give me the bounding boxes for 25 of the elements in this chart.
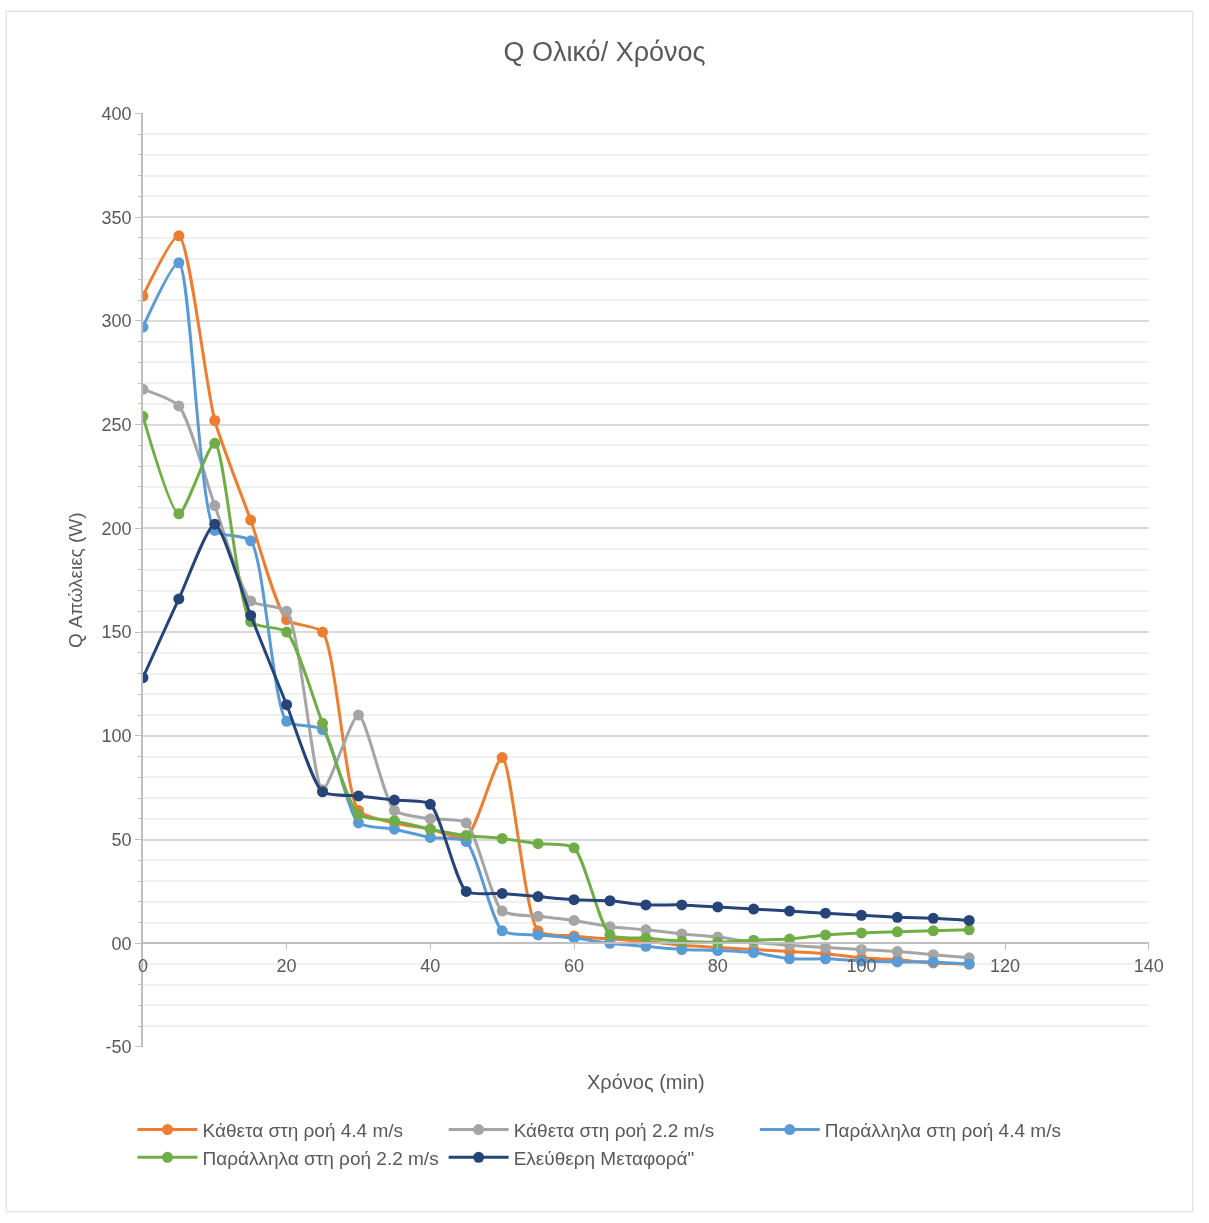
x-tick-label: 40 bbox=[420, 955, 441, 976]
y-tick-label: 300 bbox=[101, 311, 132, 332]
legend-label: Ελεύθερη Μεταφορά" bbox=[513, 1147, 695, 1169]
y-axis-title: Q Απώλειες (W) bbox=[64, 512, 86, 649]
x-tick-label: 0 bbox=[137, 955, 148, 976]
y-tick-label: 250 bbox=[101, 414, 132, 435]
x-tick-label: 20 bbox=[276, 955, 297, 976]
x-tick-label: 80 bbox=[707, 955, 728, 976]
y-tick-label: 100 bbox=[101, 726, 132, 747]
y-tick-label: 400 bbox=[101, 103, 132, 124]
y-tick-label: 150 bbox=[101, 622, 132, 643]
legend-label: Παράλληλα στη ροή 4.4 m/s bbox=[824, 1120, 1061, 1142]
legend-label: Παράλληλα στη ροή 2.2 m/s bbox=[202, 1147, 439, 1169]
y-tick-label: -50 bbox=[105, 1037, 132, 1058]
y-tick-label: 50 bbox=[111, 829, 132, 850]
legend-label: Κάθετα στη ροή 4.4 m/s bbox=[202, 1120, 404, 1142]
x-tick-label: 140 bbox=[1133, 955, 1164, 976]
y-tick-label: 200 bbox=[101, 518, 132, 539]
legend-label: Κάθετα στη ροή 2.2 m/s bbox=[513, 1120, 715, 1142]
x-tick-label: 60 bbox=[564, 955, 585, 976]
y-tick-label: 350 bbox=[101, 207, 132, 228]
x-tick-label: 120 bbox=[990, 955, 1021, 976]
chart-title: Q Ολικό/ Χρόνος bbox=[503, 36, 706, 67]
x-axis-title: Χρόνος (min) bbox=[587, 1071, 705, 1093]
y-tick-label: 00 bbox=[111, 933, 132, 954]
